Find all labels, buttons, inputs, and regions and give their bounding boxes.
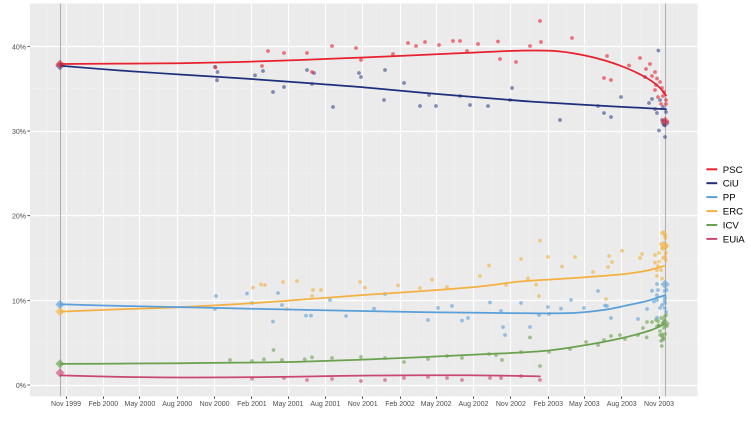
svg-text:Nov 2000: Nov 2000	[200, 401, 230, 408]
svg-text:PSC: PSC	[723, 165, 743, 176]
svg-text:10%: 10%	[12, 298, 26, 305]
svg-text:PP: PP	[723, 193, 736, 204]
svg-text:0%: 0%	[16, 383, 26, 390]
svg-text:Feb 2002: Feb 2002	[385, 401, 415, 408]
svg-text:CiU: CiU	[723, 179, 739, 190]
svg-text:Aug 2000: Aug 2000	[162, 401, 192, 408]
svg-text:Nov 2002: Nov 2002	[496, 401, 526, 408]
svg-text:Aug 2002: Aug 2002	[459, 401, 489, 408]
svg-text:20%: 20%	[12, 214, 26, 221]
svg-text:Feb 2000: Feb 2000	[89, 401, 119, 408]
svg-text:Feb 2001: Feb 2001	[237, 401, 267, 408]
svg-text:Feb 2003: Feb 2003	[533, 401, 563, 408]
svg-text:Nov 1999: Nov 1999	[51, 401, 81, 408]
svg-text:Nov 2003: Nov 2003	[644, 401, 674, 408]
svg-text:May 2001: May 2001	[273, 401, 304, 408]
svg-text:May 2003: May 2003	[569, 401, 600, 408]
svg-text:Aug 2003: Aug 2003	[607, 401, 637, 408]
svg-text:40%: 40%	[12, 44, 26, 51]
svg-text:May 2000: May 2000	[124, 401, 155, 408]
svg-text:May 2002: May 2002	[421, 401, 452, 408]
svg-text:Nov 2001: Nov 2001	[348, 401, 378, 408]
svg-text:ERC: ERC	[723, 207, 743, 218]
svg-text:EUiA: EUiA	[723, 234, 745, 245]
svg-text:30%: 30%	[12, 129, 26, 136]
svg-text:ICV: ICV	[723, 221, 740, 232]
svg-text:Aug 2001: Aug 2001	[310, 401, 340, 408]
